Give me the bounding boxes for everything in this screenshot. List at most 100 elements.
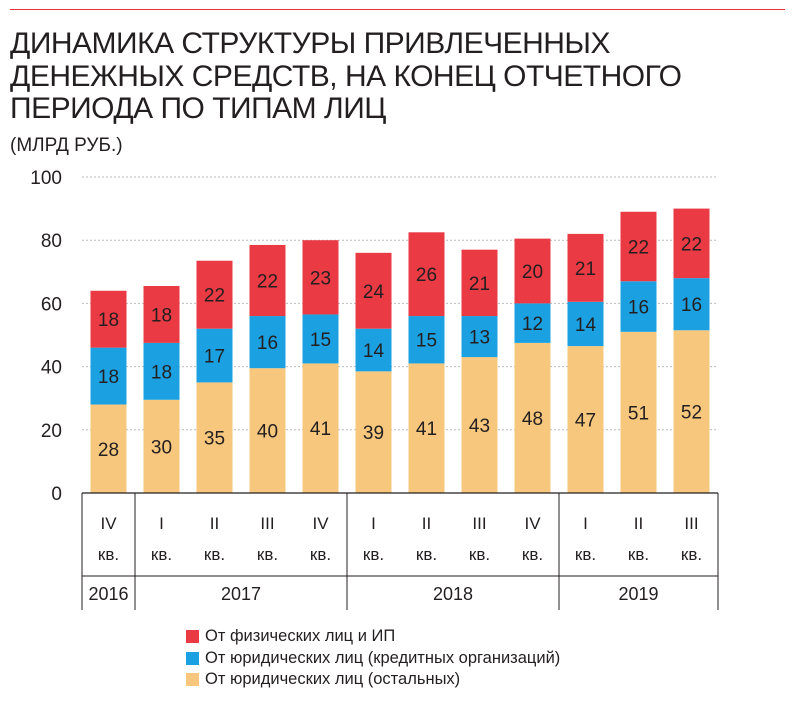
- x-tick-suffix: кв.: [628, 545, 649, 564]
- bar-segment: [196, 260, 233, 329]
- bar-segment: [143, 342, 180, 400]
- data-label: 15: [416, 331, 437, 352]
- bar-segment: [461, 249, 498, 317]
- legend: От физических лиц и ИП От юридических ли…: [186, 626, 560, 691]
- x-tick-quarter: IV: [524, 514, 541, 533]
- data-label: 14: [575, 315, 597, 336]
- stacked-bar-chart: 0 20 40 60 80 100 28 18 18 30 18 18 35 17 22 40 16 22 41 15…: [30, 168, 719, 610]
- data-label: 18: [98, 310, 119, 331]
- bar-segment: [196, 328, 233, 383]
- data-label: 23: [310, 268, 331, 289]
- data-label: 18: [151, 305, 172, 326]
- data-label: 52: [681, 403, 702, 424]
- data-label: 16: [628, 298, 649, 319]
- chart-title: ДИНАМИКА СТРУКТУРЫ ПРИВЛЕЧЕННЫХ ДЕНЕЖНЫХ…: [10, 27, 730, 126]
- data-label: 15: [310, 330, 331, 351]
- x-tick-quarter: III: [260, 514, 274, 533]
- data-label: 13: [469, 328, 490, 349]
- data-label: 30: [151, 437, 172, 458]
- x-tick-quarter: III: [684, 514, 698, 533]
- year-label: 2017: [221, 584, 261, 604]
- data-label: 35: [204, 429, 225, 450]
- title-line-3: ПЕРИОДА ПО ТИПАМ ЛИЦ: [10, 92, 386, 125]
- legend-swatch-individuals: [186, 630, 199, 644]
- x-tick-suffix: кв.: [204, 545, 225, 564]
- y-tick-label: 80: [41, 231, 62, 252]
- legend-label-other-legal: От юридических лиц (остальных): [205, 670, 461, 689]
- data-label: 28: [98, 440, 119, 461]
- data-label: 22: [257, 271, 278, 292]
- data-label: 24: [363, 282, 385, 303]
- x-tick-quarter: II: [210, 514, 219, 533]
- bar-segment: [90, 404, 127, 493]
- data-label: 16: [681, 295, 702, 316]
- bar-segment: [620, 331, 657, 493]
- bar-segment: [673, 330, 710, 493]
- data-label: 20: [522, 262, 543, 283]
- data-label: 22: [681, 234, 702, 255]
- bar-segment: [461, 357, 498, 493]
- chart-subtitle: (МЛРД РУБ.): [10, 135, 123, 156]
- bar-segment: [567, 233, 604, 302]
- data-label: 12: [522, 314, 543, 335]
- x-tick-quarter: I: [583, 514, 588, 533]
- legend-swatch-credit-orgs: [186, 651, 199, 665]
- top-rule: [10, 9, 785, 10]
- data-label: 22: [204, 286, 225, 307]
- data-label: 26: [416, 265, 437, 286]
- year-label: 2016: [88, 584, 128, 604]
- legend-item-credit-orgs: От юридических лиц (кредитных организаци…: [186, 648, 560, 670]
- bar-segment: [249, 368, 286, 493]
- data-label: 47: [575, 411, 596, 432]
- bar-segment: [355, 371, 392, 493]
- x-tick-suffix: кв.: [469, 545, 490, 564]
- bar-segment: [567, 346, 604, 493]
- bar-segment: [143, 399, 180, 493]
- y-tick-label: 0: [51, 484, 62, 505]
- bar-segment: [620, 211, 657, 282]
- x-tick-suffix: кв.: [416, 545, 437, 564]
- x-tick-suffix: кв.: [681, 545, 702, 564]
- x-tick-suffix: кв.: [98, 545, 119, 564]
- bar-segment: [196, 382, 233, 493]
- data-label: 39: [363, 423, 384, 444]
- y-tick-label: 40: [41, 358, 62, 379]
- bar-segment: [620, 281, 657, 332]
- bar-segment: [302, 314, 339, 364]
- y-tick-label: 20: [41, 421, 62, 442]
- data-label: 51: [628, 403, 649, 424]
- data-label: 17: [204, 347, 225, 368]
- y-tick-label: 60: [41, 294, 62, 315]
- x-tick-quarter: IV: [312, 514, 329, 533]
- data-label: 41: [416, 419, 437, 440]
- title-line-1: ДИНАМИКА СТРУКТУРЫ ПРИВЛЕЧЕННЫХ: [10, 27, 611, 60]
- title-line-2: ДЕНЕЖНЫХ СРЕДСТВ, НА КОНЕЦ ОТЧЕТНОГО: [10, 59, 682, 93]
- data-label: 48: [522, 409, 543, 430]
- bar-segment: [673, 278, 710, 331]
- bar-segment: [408, 316, 445, 364]
- bar-segment: [90, 347, 127, 405]
- legend-label-individuals: От физических лиц и ИП: [205, 627, 396, 646]
- data-label: 16: [257, 333, 278, 354]
- data-label: 18: [98, 367, 119, 388]
- x-tick-suffix: кв.: [363, 545, 384, 564]
- x-tick-suffix: кв.: [257, 545, 278, 564]
- x-tick-suffix: кв.: [310, 545, 331, 564]
- x-tick-quarter: II: [422, 514, 431, 533]
- year-label: 2018: [433, 584, 473, 604]
- bar-segment: [302, 363, 339, 493]
- data-label: 43: [469, 416, 490, 437]
- bar-segment: [514, 342, 551, 493]
- bar-segment: [567, 301, 604, 347]
- data-label: 21: [469, 274, 490, 295]
- y-tick-label: 100: [30, 168, 62, 189]
- bar-segment: [514, 238, 551, 304]
- x-tick-suffix: кв.: [522, 545, 543, 564]
- bar-segment: [249, 316, 286, 369]
- data-label: 21: [575, 259, 596, 280]
- bar-segment: [143, 286, 180, 343]
- bar-segment: [355, 252, 392, 329]
- x-tick-quarter: II: [634, 514, 643, 533]
- x-tick-quarter: IV: [100, 514, 117, 533]
- data-label: 22: [628, 238, 649, 259]
